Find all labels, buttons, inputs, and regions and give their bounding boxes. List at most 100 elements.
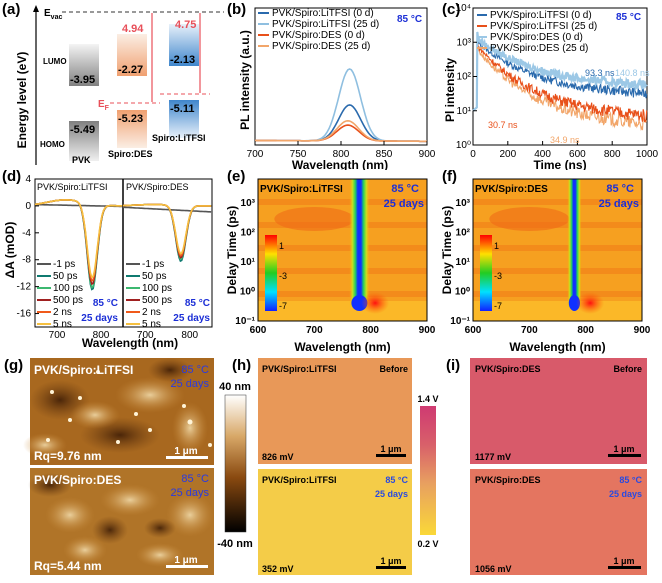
- kpfm-image-before: [258, 358, 412, 464]
- litfsi-name: Spiro:LiTFSI: [152, 133, 206, 143]
- scale-bar: [608, 454, 641, 457]
- scale-bar: [608, 566, 641, 569]
- y-tick-label: 10¹: [241, 257, 256, 268]
- ta-spectrum: [122, 203, 212, 263]
- des-lumo-bar: [117, 34, 147, 76]
- plot-frame: [472, 178, 643, 322]
- litfsi-wf-value: 4.75: [175, 19, 196, 31]
- kpfm-image-after: [258, 469, 412, 575]
- ta-spectrum: [122, 203, 212, 261]
- kpfm-colorbar-min: 0.2 V: [417, 539, 438, 549]
- subpanel-title-right: PVK/Spiro:DES: [126, 182, 189, 192]
- des-lumo-value: -2.27: [118, 64, 143, 76]
- temperature-annotation: 85 °C: [616, 12, 641, 23]
- y-tick-label: -16: [17, 309, 32, 320]
- y-tick-label: -4: [22, 228, 31, 239]
- x-tick-label: 600: [465, 325, 482, 336]
- hot-spot: [361, 292, 390, 314]
- y-tick-label: -8: [22, 255, 31, 266]
- panel-label: (c): [442, 1, 460, 18]
- y-tick-label: 10⁻¹: [235, 316, 255, 327]
- legend-label: PVK/Spiro:DES (0 d): [490, 32, 583, 43]
- x-tick-label: 0: [470, 149, 476, 160]
- litfsi-homo-value: -5.11: [170, 103, 194, 115]
- lifetime-label: 93.3 ns: [585, 68, 615, 78]
- annotation-temp: 85 °C: [391, 183, 419, 195]
- x-tick-label: 400: [534, 149, 551, 160]
- kpfm-condition-bottom-days: 25 days: [609, 489, 642, 499]
- temperature-annotation: 85 °C: [397, 14, 422, 25]
- x-tick-label: 700: [49, 330, 66, 341]
- afm-colorbar-max: 40 nm: [219, 381, 251, 393]
- legend-label: PVK/Spiro:DES (25 d): [272, 41, 370, 52]
- ta-spectrum: [34, 199, 123, 279]
- x-axis-label: Wavelength (nm): [509, 340, 605, 354]
- legend-label: -1 ps: [142, 259, 164, 270]
- decay-curve: [472, 31, 648, 123]
- y-tick-label: 10³: [456, 198, 471, 209]
- des-homo-value: -5.23: [118, 113, 143, 125]
- afm-scale-bottom: 1 μm: [174, 555, 197, 566]
- kpfm-scale-top: 1 μm: [380, 444, 401, 454]
- series-line: [255, 124, 427, 143]
- y-axis-label: Delay Time (ps): [440, 206, 454, 294]
- legend-label: PVK/Spiro:LiTFSI (25 d): [490, 21, 597, 32]
- y-tick-label: 10³: [457, 37, 472, 48]
- legend-label: 5 ns: [142, 319, 161, 330]
- homo-label: HOMO: [40, 140, 65, 149]
- x-tick-label: 800: [362, 325, 379, 336]
- annotation-temp: 85 °C: [606, 183, 634, 195]
- y-tick-label: 10⁰: [456, 140, 471, 151]
- heatmap-stripe: [473, 291, 642, 297]
- ta-spectrum: [34, 199, 123, 289]
- des-homo-bar: [117, 110, 147, 148]
- series-line: [255, 119, 427, 143]
- y-axis-label: ΔA (mOD): [3, 222, 17, 279]
- x-axis-label: Wavelength (nm): [82, 336, 178, 350]
- panel-label: (d): [2, 168, 21, 185]
- pvk-name: PVK: [72, 155, 91, 165]
- y-axis-label: Energy level (eV): [15, 52, 29, 149]
- des-wf-value: 4.94: [122, 23, 144, 35]
- legend-label: 2 ns: [53, 307, 72, 318]
- subpanel-title-left: PVK/Spiro:LiTFSI: [37, 182, 108, 192]
- heatmap-stripe: [258, 268, 427, 274]
- panel-f-ta-heatmap: (f) 1 -3 -7 PVK/Spiro:DES 85 °C 25 days 600 700 8…: [440, 168, 651, 354]
- x-tick-label: 600: [250, 325, 267, 336]
- hot-spot: [576, 292, 605, 314]
- panel-b-pl-spectra: (b) PL intensity (a.u.) Wavelength (nm) …: [227, 1, 436, 170]
- lifetime-label: 140.8 ns: [615, 68, 650, 78]
- legend-label: 100 ps: [142, 283, 172, 294]
- scale-bar: [166, 456, 208, 459]
- decay-curve: [472, 31, 648, 112]
- plot-frame: [257, 178, 428, 322]
- series-line: [255, 68, 427, 143]
- kpfm-value-bottom: 352 mV: [262, 564, 294, 574]
- afm-rq-bottom: Rq=5.44 nm: [34, 559, 102, 573]
- kpfm-value-bottom: 1056 mV: [475, 564, 512, 574]
- y-tick-label: 10⁻¹: [450, 316, 470, 327]
- heatmap-stripe: [473, 268, 642, 274]
- afm-condition-bottom-temp: 85 °C: [181, 473, 209, 485]
- x-tick-label: 800: [93, 330, 110, 341]
- axis-arrow-icon: [33, 5, 39, 12]
- x-axis-label: Wavelength (nm): [292, 158, 388, 170]
- decay-curve: [472, 31, 648, 112]
- afm-colorbar-min: -40 nm: [217, 538, 253, 550]
- x-tick-label: 700: [137, 330, 154, 341]
- y-axis-label: Delay Time (ps): [225, 206, 239, 294]
- panel-g-afm: (g) PVK/Spiro:LiTFSI 85 °C 25 days Rq=9.…: [4, 357, 253, 575]
- bleach-band: [567, 179, 582, 307]
- x-tick-label: 900: [419, 325, 436, 336]
- legend-label: 500 ps: [53, 295, 83, 306]
- legend-label: 500 ps: [142, 295, 172, 306]
- heatmap-title: PVK/Spiro:DES: [475, 184, 548, 195]
- kpfm-scale-bottom: 1 μm: [380, 556, 401, 566]
- kpfm-title-top: PVK/Spiro:DES: [475, 364, 541, 374]
- colorbar-label: -7: [494, 301, 502, 311]
- series-line: [255, 104, 427, 143]
- afm-colorbar: [224, 394, 247, 533]
- colorbar-label: -3: [279, 271, 287, 281]
- panel-label: (a): [2, 1, 20, 18]
- x-tick-label: 900: [419, 149, 436, 160]
